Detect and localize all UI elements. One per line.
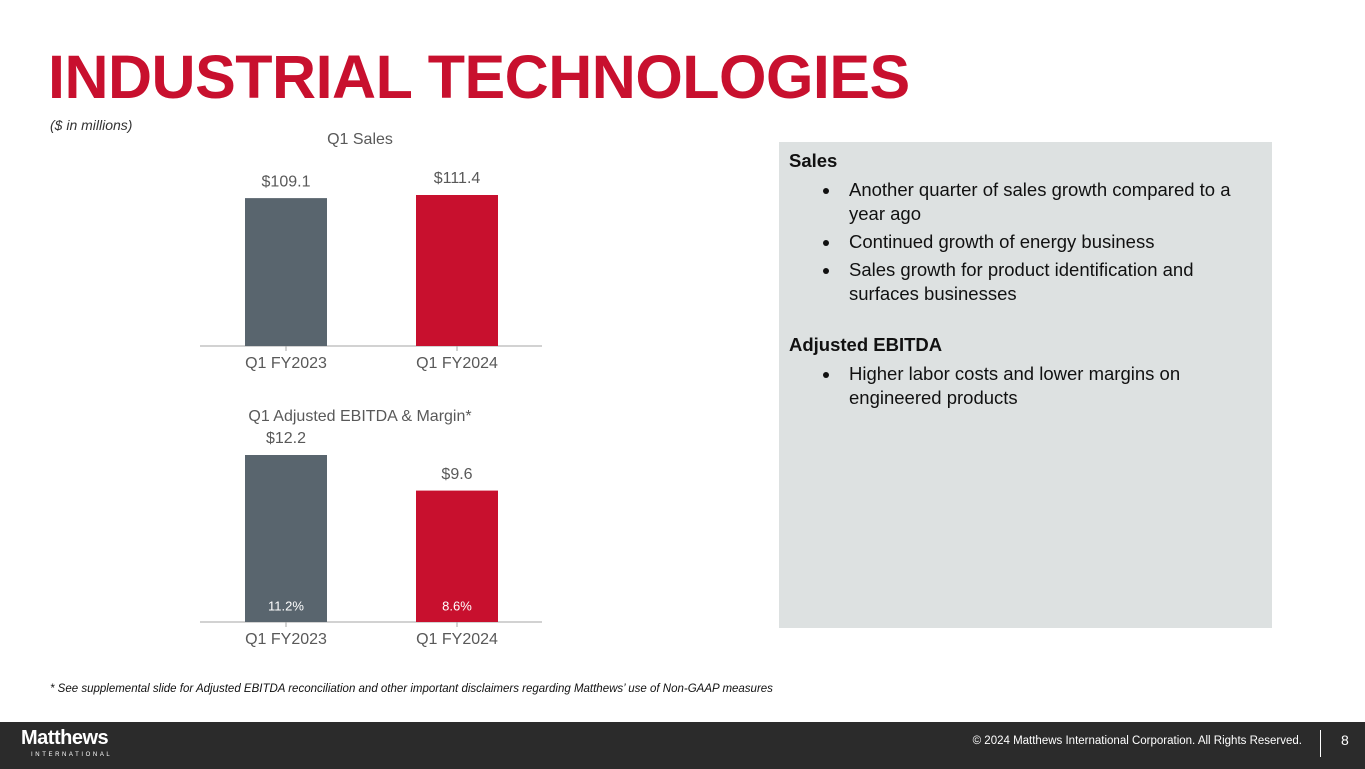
x-tick-label: Q1 FY2023 — [245, 631, 327, 648]
bar — [245, 455, 327, 622]
logo: Matthews — [21, 727, 109, 749]
chart-title: Q1 Sales — [327, 131, 393, 148]
logo-sub: INTERNATIONAL — [31, 752, 113, 758]
subtitle: ($ in millions) — [50, 117, 133, 133]
x-tick-label: Q1 FY2023 — [245, 355, 327, 372]
bullet: Another quarter of sales growth compared… — [841, 178, 1262, 226]
bullet: Sales growth for product identification … — [841, 258, 1262, 306]
bar — [416, 490, 498, 622]
commentary-panel: SalesAnother quarter of sales growth com… — [779, 142, 1272, 628]
footer: Matthews INTERNATIONAL © 2024 Matthews I… — [0, 722, 1365, 769]
separator — [1320, 730, 1321, 757]
bullet: Higher labor costs and lower margins on … — [841, 362, 1262, 410]
value-label: $111.4 — [434, 170, 481, 187]
copyright: © 2024 Matthews International Corporatio… — [972, 735, 1302, 747]
margin-label: 8.6% — [442, 598, 472, 613]
x-tick-label: Q1 FY2024 — [416, 355, 498, 372]
section-heading: Sales — [789, 150, 838, 171]
bullet-list: Another quarter of sales growth compared… — [789, 178, 1262, 306]
margin-label: 11.2% — [268, 598, 304, 613]
section-heading: Adjusted EBITDA — [789, 334, 943, 355]
chart-title: Q1 Adjusted EBITDA & Margin* — [248, 408, 471, 425]
value-label: $12.2 — [266, 430, 306, 447]
value-label: $9.6 — [441, 466, 472, 483]
bar — [416, 195, 498, 346]
slide-title: INDUSTRIAL TECHNOLOGIES — [48, 43, 910, 111]
bar — [245, 198, 327, 346]
page-number: 8 — [1341, 732, 1349, 748]
bullet-list: Higher labor costs and lower margins on … — [789, 362, 1262, 410]
x-tick-label: Q1 FY2024 — [416, 631, 498, 648]
footnote: * See supplemental slide for Adjusted EB… — [50, 683, 773, 695]
value-label: $109.1 — [262, 173, 311, 190]
bullet: Continued growth of energy business — [841, 230, 1262, 254]
